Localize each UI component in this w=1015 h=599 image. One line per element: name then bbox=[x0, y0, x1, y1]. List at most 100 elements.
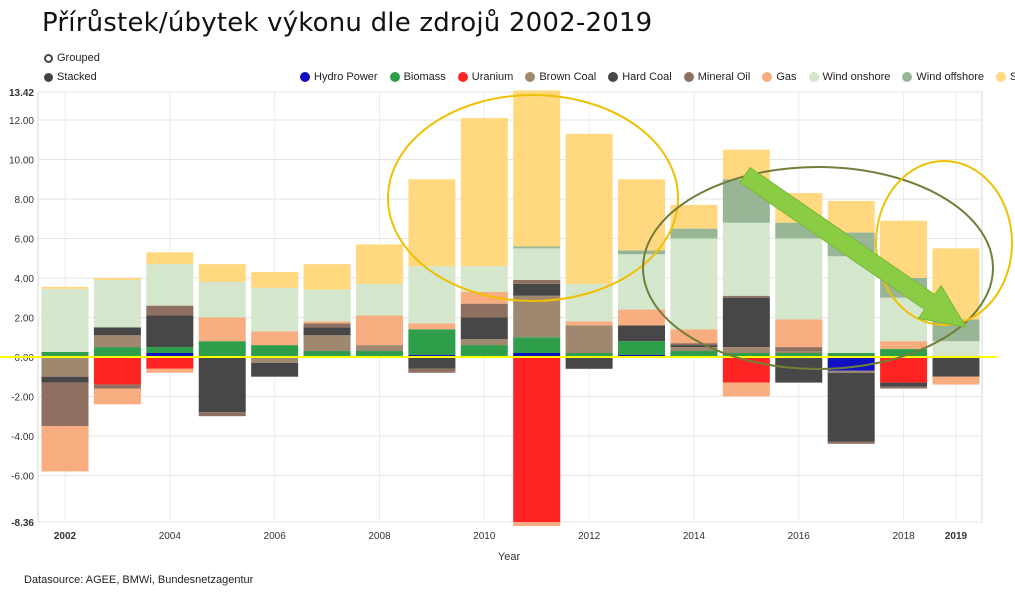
legend-label: Gas bbox=[776, 71, 797, 83]
bar-brown-coal-2003 bbox=[93, 335, 141, 348]
bar-mineral-oil-2015 bbox=[722, 295, 770, 298]
legend-label: Hydro Power bbox=[314, 71, 378, 83]
legend-swatch-icon bbox=[525, 72, 536, 82]
bar-wind-onshore-2010 bbox=[460, 266, 508, 292]
bar-wind-onshore-2017 bbox=[827, 256, 875, 354]
legend-swatch-icon bbox=[300, 72, 310, 82]
x-tick-label: 2012 bbox=[578, 531, 601, 542]
bar-brown-coal-2012 bbox=[565, 325, 613, 354]
legend-label: Wind offshore bbox=[916, 71, 985, 83]
bar-hard-coal-2009 bbox=[408, 356, 456, 369]
bar-hard-coal-2002 bbox=[41, 376, 89, 383]
bar-solar-2012 bbox=[565, 133, 613, 284]
bar-gas-2010 bbox=[460, 291, 508, 304]
legend-item-mineral-oil[interactable]: Mineral Oil bbox=[683, 71, 750, 83]
bar-solar-2008 bbox=[355, 244, 403, 284]
bar-wind-onshore-2004 bbox=[146, 264, 194, 306]
bar-uranium-2011 bbox=[513, 356, 561, 522]
bar-hard-coal-2014 bbox=[670, 345, 718, 348]
bar-solar-2007 bbox=[303, 264, 351, 290]
legend-item-wind-offshore[interactable]: Wind offshore bbox=[902, 71, 984, 83]
x-tick-label: 2002 bbox=[54, 531, 77, 542]
bar-mineral-oil-2010 bbox=[460, 303, 508, 318]
bar-solar-2004 bbox=[146, 252, 194, 265]
legend-swatch-icon bbox=[808, 72, 819, 82]
legend-item-hard-coal[interactable]: Hard Coal bbox=[608, 71, 672, 83]
bar-solar-2014 bbox=[670, 204, 718, 229]
bar-mineral-oil-2009 bbox=[408, 368, 456, 373]
legend-item-brown-coal[interactable]: Brown Coal bbox=[525, 71, 596, 83]
bar-hard-coal-2005 bbox=[198, 356, 246, 413]
annotation-ellipse-wind bbox=[642, 166, 994, 370]
bar-biomass-2016 bbox=[775, 353, 823, 357]
grouped-label: Grouped bbox=[57, 52, 100, 64]
bar-wind-onshore-2008 bbox=[355, 283, 403, 316]
legend-swatch-icon bbox=[457, 72, 468, 82]
y-tick-label: 12.00 bbox=[9, 116, 34, 127]
bar-wind-offshore-2011 bbox=[513, 246, 561, 249]
stacked-toggle[interactable]: Stacked bbox=[44, 71, 97, 83]
y-tick-label: 2.00 bbox=[15, 313, 35, 324]
legend-item-gas[interactable]: Gas bbox=[762, 71, 797, 83]
bar-brown-coal-2006 bbox=[251, 356, 299, 363]
y-tick-label: 10.00 bbox=[9, 156, 34, 167]
bar-wind-onshore-2011 bbox=[513, 248, 561, 280]
legend-swatch-icon bbox=[683, 72, 694, 82]
bar-wind-onshore-2016 bbox=[775, 238, 823, 320]
y-tick-label: -2.00 bbox=[11, 392, 34, 403]
legend-item-uranium[interactable]: Uranium bbox=[457, 71, 513, 83]
radio-selected-icon bbox=[44, 72, 53, 82]
bar-mineral-oil-2014 bbox=[670, 343, 718, 346]
x-tick-label: 2010 bbox=[473, 531, 496, 542]
bar-biomass-2009 bbox=[408, 329, 456, 355]
bar-gas-2018 bbox=[880, 341, 928, 350]
legend-item-wind-onshore[interactable]: Wind onshore bbox=[808, 71, 890, 83]
legend-item-biomass[interactable]: Biomass bbox=[389, 71, 446, 83]
bar-uranium-2004 bbox=[146, 356, 194, 369]
y-tick-label: 0.00 bbox=[15, 353, 35, 364]
chart-legend: Hydro Power Biomass Uranium Brown Coal Hard … bbox=[300, 71, 1015, 83]
bar-brown-coal-2015 bbox=[722, 347, 770, 354]
bar-wind-onshore-2007 bbox=[303, 289, 351, 322]
bar-wind-onshore-2015 bbox=[722, 222, 770, 296]
bar-gas-2002 bbox=[41, 426, 89, 472]
legend-item-solar[interactable]: Solar bbox=[996, 71, 1015, 83]
bar-gas-2003 bbox=[93, 388, 141, 405]
bar-solar-2005 bbox=[198, 264, 246, 282]
bar-mineral-oil-2017 bbox=[827, 441, 875, 444]
x-tick-label: 2004 bbox=[159, 531, 182, 542]
legend-swatch-icon bbox=[902, 72, 913, 82]
bar-hard-coal-2018 bbox=[880, 382, 928, 387]
bar-gas-2004 bbox=[146, 368, 194, 373]
x-tick-label: 2006 bbox=[264, 531, 287, 542]
x-tick-label: 2014 bbox=[683, 531, 706, 542]
bar-gas-2005 bbox=[198, 317, 246, 342]
legend-item-hydro-power[interactable]: Hydro Power bbox=[300, 71, 378, 83]
bar-solar-2006 bbox=[251, 272, 299, 288]
bar-brown-coal-2017 bbox=[827, 370, 875, 373]
bar-wind-onshore-2005 bbox=[198, 281, 246, 318]
bar-brown-coal-2008 bbox=[355, 345, 403, 352]
bar-hard-coal-2007 bbox=[303, 327, 351, 336]
x-tick-label: 2016 bbox=[788, 531, 811, 542]
radio-unselected-icon bbox=[44, 53, 53, 63]
bar-wind-onshore-2019 bbox=[932, 341, 980, 357]
bar-gas-2014 bbox=[670, 329, 718, 344]
bar-gas-2009 bbox=[408, 323, 456, 330]
bar-brown-coal-2007 bbox=[303, 335, 351, 352]
bar-wind-onshore-2013 bbox=[618, 254, 666, 310]
bar-solar-2002 bbox=[41, 286, 89, 289]
legend-swatch-icon bbox=[389, 72, 400, 82]
bar-wind-offshore-2014 bbox=[670, 228, 718, 239]
y-tick-label: -6.00 bbox=[11, 471, 34, 482]
bar-brown-coal-2016 bbox=[775, 351, 823, 354]
bar-solar-2013 bbox=[618, 179, 666, 251]
bar-wind-onshore-2002 bbox=[41, 288, 89, 353]
legend-swatch-icon bbox=[762, 72, 773, 82]
bar-gas-2013 bbox=[618, 309, 666, 326]
bar-gas-2019 bbox=[932, 376, 980, 385]
bar-wind-onshore-2012 bbox=[565, 283, 613, 322]
grouped-toggle[interactable]: Grouped bbox=[44, 52, 100, 64]
bar-solar-2003 bbox=[93, 277, 141, 280]
